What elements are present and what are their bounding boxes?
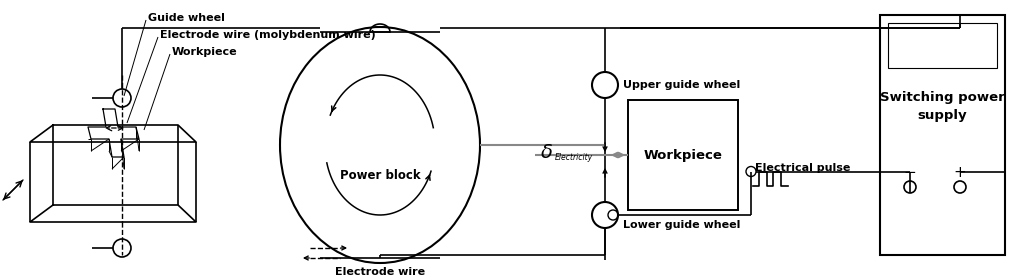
- Text: Electrode wire (molybdenum wire): Electrode wire (molybdenum wire): [160, 30, 376, 40]
- Text: Electrical pulse: Electrical pulse: [755, 163, 850, 173]
- Text: Electricity: Electricity: [555, 153, 593, 162]
- Text: Workpiece: Workpiece: [643, 148, 723, 162]
- Bar: [888, 23, 997, 68]
- Text: −: −: [903, 165, 916, 179]
- Text: Guide wheel: Guide wheel: [148, 13, 225, 23]
- Text: Workpiece: Workpiece: [172, 47, 238, 57]
- Text: Upper guide wheel: Upper guide wheel: [623, 80, 740, 90]
- Bar: [628, 100, 738, 210]
- Bar: [880, 15, 1005, 255]
- Text: +: +: [953, 165, 967, 179]
- Text: Power block: Power block: [340, 169, 420, 181]
- Text: Lower guide wheel: Lower guide wheel: [623, 220, 740, 230]
- Text: Electrode wire: Electrode wire: [335, 267, 425, 277]
- Text: Switching power
supply: Switching power supply: [880, 91, 1005, 122]
- Text: $\delta$: $\delta$: [540, 143, 553, 162]
